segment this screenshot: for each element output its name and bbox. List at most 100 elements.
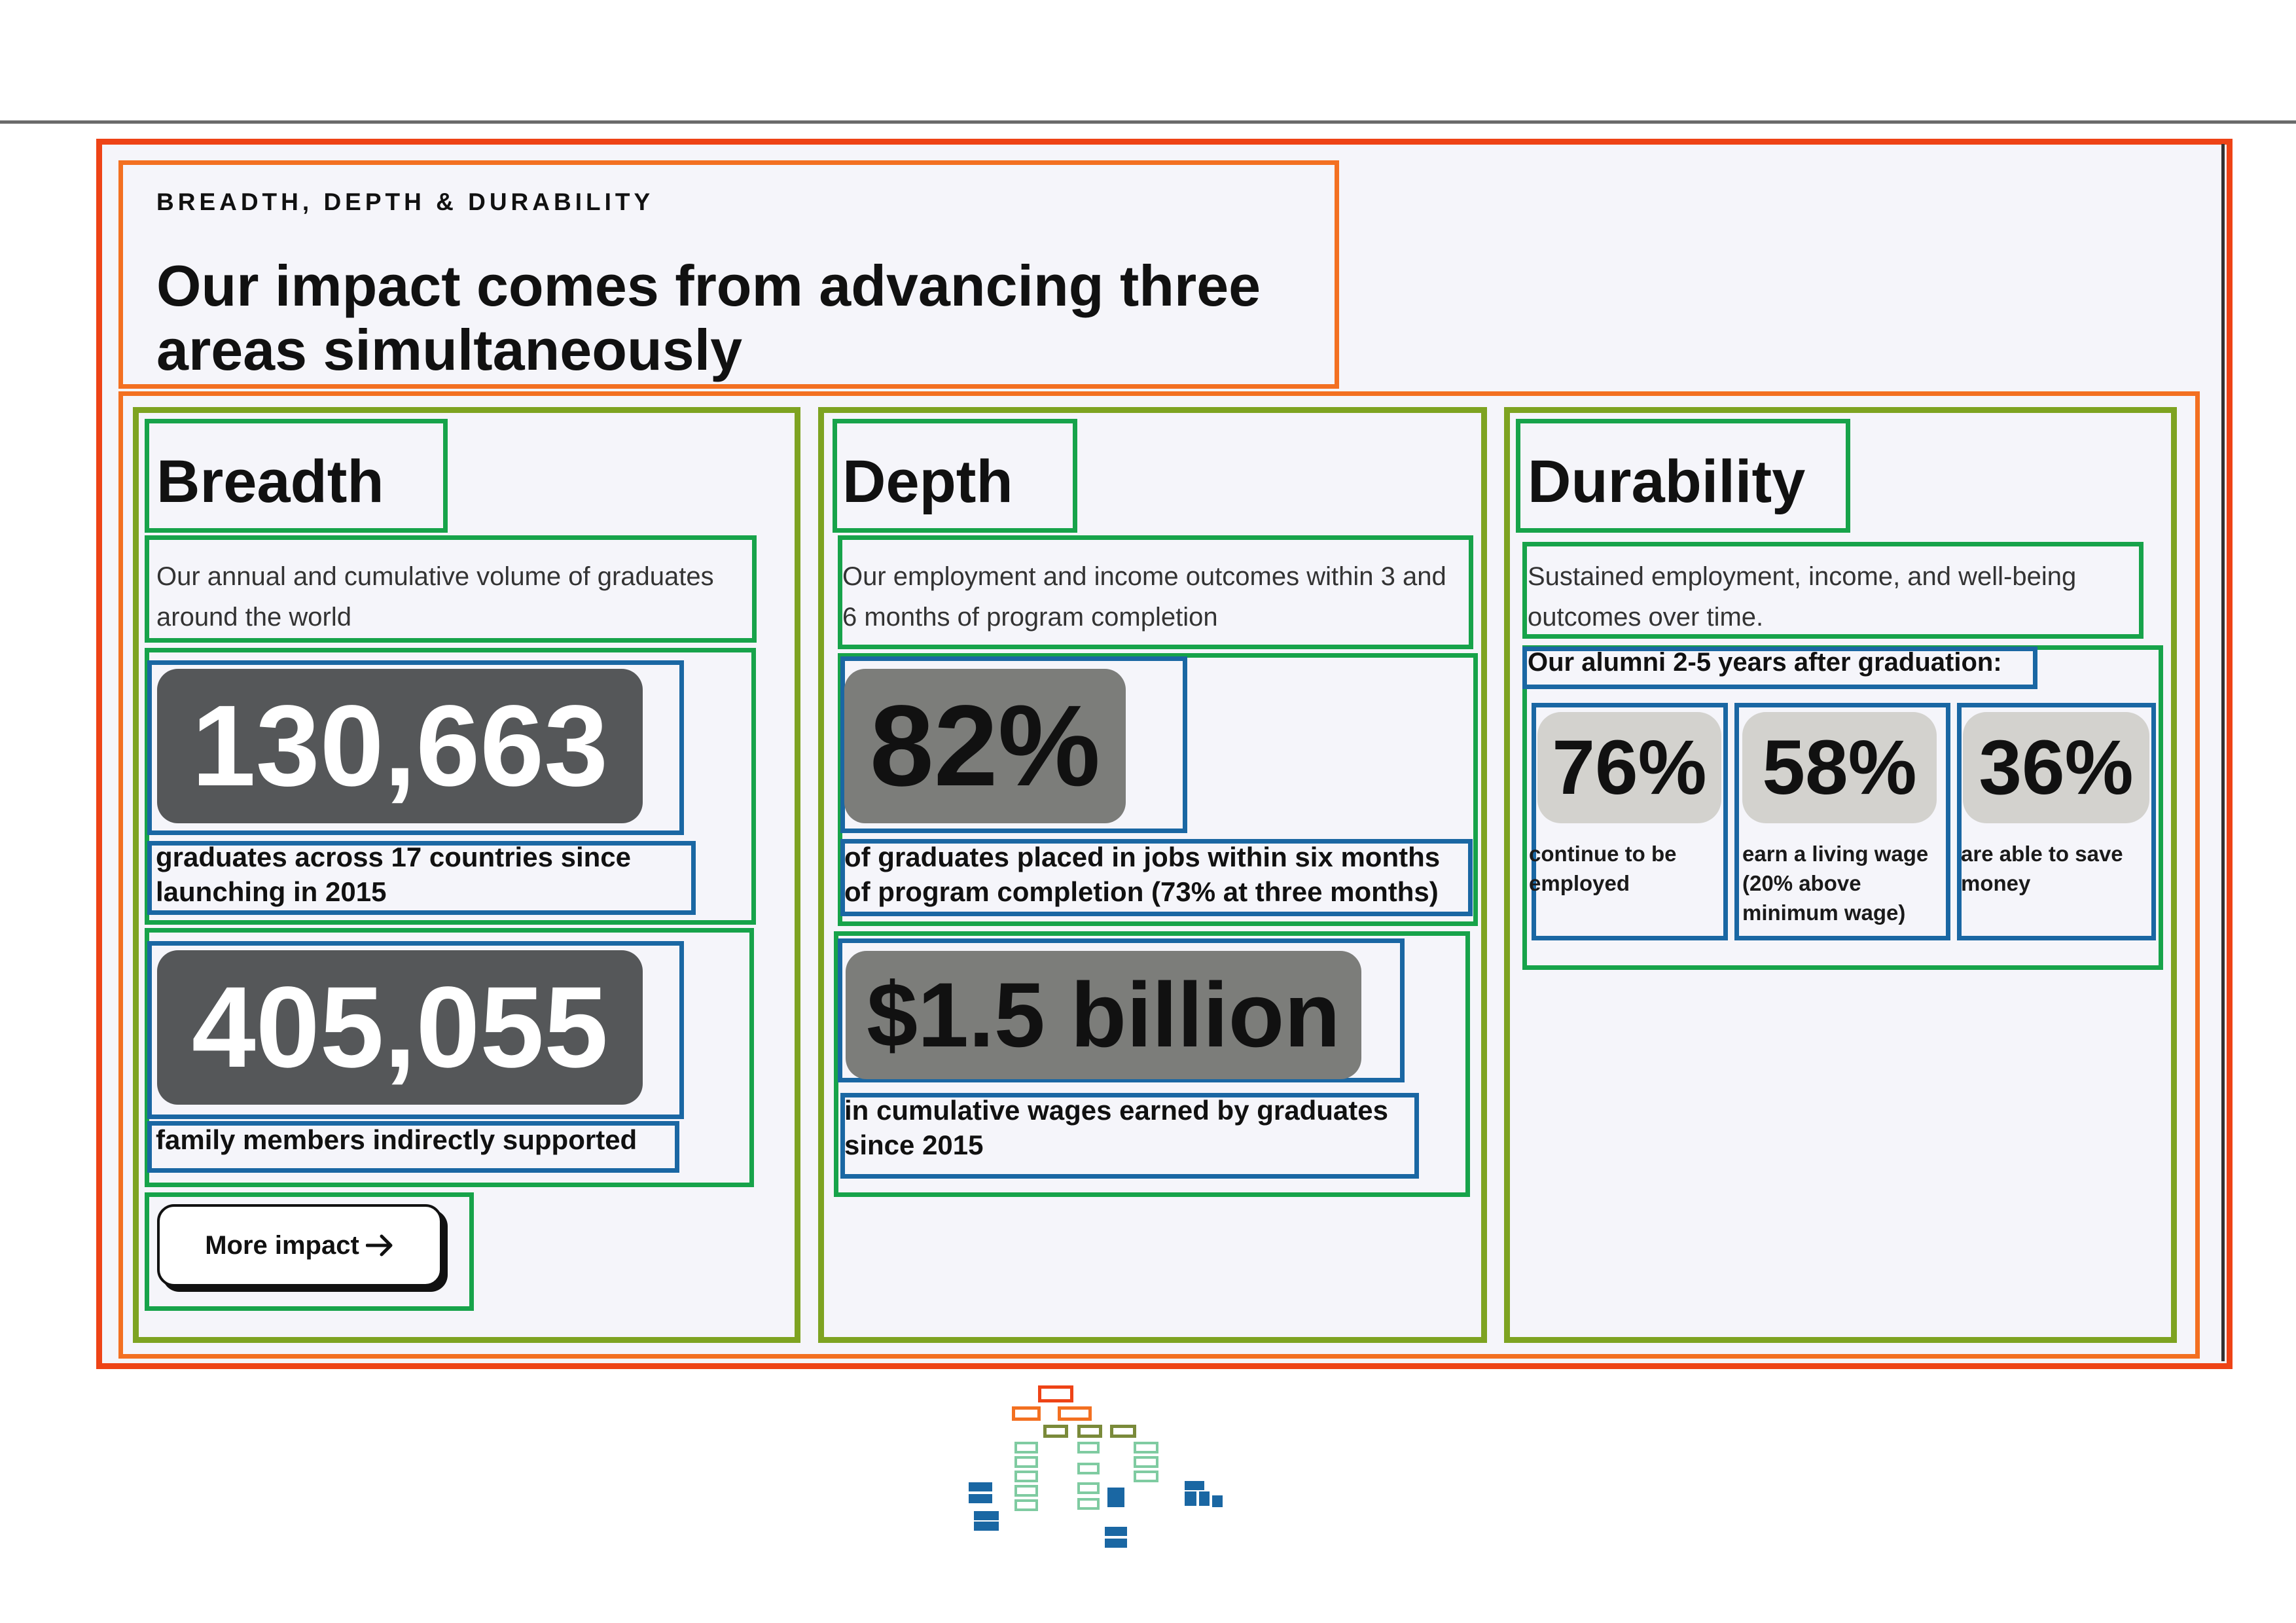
durability-stat-2-caption-line-2: (20% above <box>1742 871 1861 895</box>
durability-description-line-1: Sustained employment, income, and well-b… <box>1528 562 2077 591</box>
durability-stat-2-box <box>1734 703 1950 940</box>
layout-tree-thumbnail <box>962 1378 1237 1554</box>
breadth-stat-2-caption-box <box>147 1121 679 1173</box>
depth-stat-1-caption: of graduates placed in jobs within six m… <box>844 840 1440 909</box>
durability-title-box <box>1516 419 1850 533</box>
breadth-stat-2-value: 405,055 <box>157 950 643 1105</box>
durability-stat-3-value: 36% <box>1963 712 2149 823</box>
depth-column <box>818 407 1487 1343</box>
depth-stat-2-caption: in cumulative wages earned by graduates … <box>844 1093 1388 1162</box>
durability-stat-2-caption-line-3: minimum wage) <box>1742 901 1906 925</box>
breadth-stat-1-group <box>145 648 756 925</box>
depth-stat-2-group <box>834 931 1470 1197</box>
depth-stat-2-caption-box <box>840 1093 1419 1179</box>
durability-stat-1-caption: continue to be employed <box>1529 839 1677 898</box>
durability-stat-3-caption: are able to save money <box>1961 839 2123 898</box>
mini-leaf <box>1199 1491 1210 1506</box>
mini-node <box>1077 1482 1100 1494</box>
mini-column-1 <box>1043 1425 1068 1438</box>
depth-stat-2-caption-line-1: in cumulative wages earned by graduates <box>844 1095 1388 1126</box>
depth-stat-1-caption-line-2: of program completion (73% at three mont… <box>844 876 1439 907</box>
mini-columns <box>1058 1406 1092 1421</box>
breadth-description-line-2: around the world <box>156 603 351 632</box>
section-eyebrow: BREADTH, DEPTH & DURABILITY <box>156 188 655 215</box>
frame-inner-rule <box>2221 144 2225 1361</box>
durability-stat-1-caption-line-2: employed <box>1529 871 1630 895</box>
depth-stat-1-caption-box <box>840 839 1473 916</box>
durability-stat-3-caption-line-2: money <box>1961 871 2031 895</box>
mini-node <box>1134 1442 1158 1454</box>
mini-leaf <box>1185 1491 1196 1506</box>
breadth-stat-1-value-box <box>147 660 684 835</box>
mini-node <box>1077 1442 1100 1454</box>
mini-node <box>1077 1463 1100 1474</box>
durability-description-box <box>1522 542 2144 639</box>
breadth-stat-1-value: 130,663 <box>157 669 643 823</box>
depth-description-box <box>838 535 1473 649</box>
section-headline: Our impact comes from advancing three ar… <box>156 254 1261 382</box>
breadth-stat-1-caption-line-2: launching in 2015 <box>156 876 387 907</box>
more-impact-button[interactable]: More impact <box>157 1204 442 1287</box>
mini-node <box>1014 1456 1038 1468</box>
durability-stat-3-box <box>1957 703 2156 940</box>
durability-stat-2-value: 58% <box>1742 712 1937 823</box>
durability-title: Durability <box>1528 448 1806 515</box>
depth-stat-2-caption-line-2: since 2015 <box>844 1130 984 1160</box>
mini-node <box>1014 1485 1038 1497</box>
columns-container <box>118 391 2200 1359</box>
mini-leaf <box>1212 1495 1223 1507</box>
durability-alumni-label: Our alumni 2-5 years after graduation: <box>1528 648 2002 677</box>
mini-leaf <box>974 1522 999 1531</box>
durability-stat-1-caption-line-1: continue to be <box>1529 842 1677 866</box>
breadth-title-box <box>145 419 448 533</box>
depth-stat-1-value: 82% <box>844 669 1126 823</box>
headline-line-1: Our impact comes from advancing three <box>156 253 1261 318</box>
depth-description-line-1: Our employment and income outcomes withi… <box>842 562 1446 591</box>
more-impact-label: More impact <box>205 1230 359 1260</box>
arrow-right-icon <box>365 1234 393 1257</box>
durability-column <box>1504 407 2177 1343</box>
mini-node <box>1134 1456 1158 1468</box>
mini-node <box>1014 1471 1038 1482</box>
depth-stat-1-caption-line-1: of graduates placed in jobs within six m… <box>844 842 1441 872</box>
mini-leaf <box>1185 1481 1204 1490</box>
mini-leaf <box>969 1482 992 1491</box>
durability-stat-2-caption-line-1: earn a living wage <box>1742 842 1929 866</box>
depth-stat-1-group <box>838 653 1478 926</box>
more-impact-box <box>145 1192 474 1311</box>
depth-description: Our employment and income outcomes withi… <box>842 556 1446 637</box>
mini-leaf <box>1105 1539 1127 1548</box>
mini-root <box>1038 1385 1073 1402</box>
mini-node <box>1014 1499 1038 1511</box>
breadth-stat-2-value-box <box>147 941 684 1119</box>
mini-node <box>1077 1498 1100 1510</box>
breadth-stat-2-caption: family members indirectly supported <box>156 1124 637 1155</box>
durability-description: Sustained employment, income, and well-b… <box>1528 556 2076 637</box>
depth-title-box <box>833 419 1077 533</box>
headline-line-2: areas simultaneously <box>156 317 743 382</box>
depth-description-line-2: 6 months of program completion <box>842 603 1218 632</box>
durability-stat-1-box <box>1532 703 1728 940</box>
mini-column-2 <box>1077 1425 1102 1438</box>
mini-node <box>1014 1442 1038 1454</box>
mini-leaf <box>974 1511 999 1520</box>
section-header-box <box>118 160 1339 389</box>
breadth-column <box>133 407 800 1343</box>
mini-node <box>1134 1471 1158 1482</box>
breadth-title: Breadth <box>156 448 384 515</box>
mini-leaf <box>1107 1488 1124 1507</box>
durability-alumni-label-box <box>1522 647 2037 689</box>
breadth-stat-2-group <box>145 928 754 1187</box>
breadth-stat-1-caption: graduates across 17 countries since laun… <box>156 840 631 909</box>
mini-leaf <box>969 1494 992 1503</box>
top-divider <box>0 120 2296 124</box>
depth-stat-1-value-box <box>840 656 1187 833</box>
durability-stat-2-caption: earn a living wage (20% above minimum wa… <box>1742 839 1928 927</box>
depth-title: Depth <box>842 448 1013 515</box>
durability-description-line-2: outcomes over time. <box>1528 603 1764 632</box>
mini-column-3 <box>1110 1425 1136 1438</box>
durability-stat-1-value: 76% <box>1537 712 1721 823</box>
depth-stat-2-value-box <box>838 938 1405 1082</box>
mini-leaf <box>1105 1527 1127 1536</box>
breadth-description-line-1: Our annual and cumulative volume of grad… <box>156 562 714 591</box>
